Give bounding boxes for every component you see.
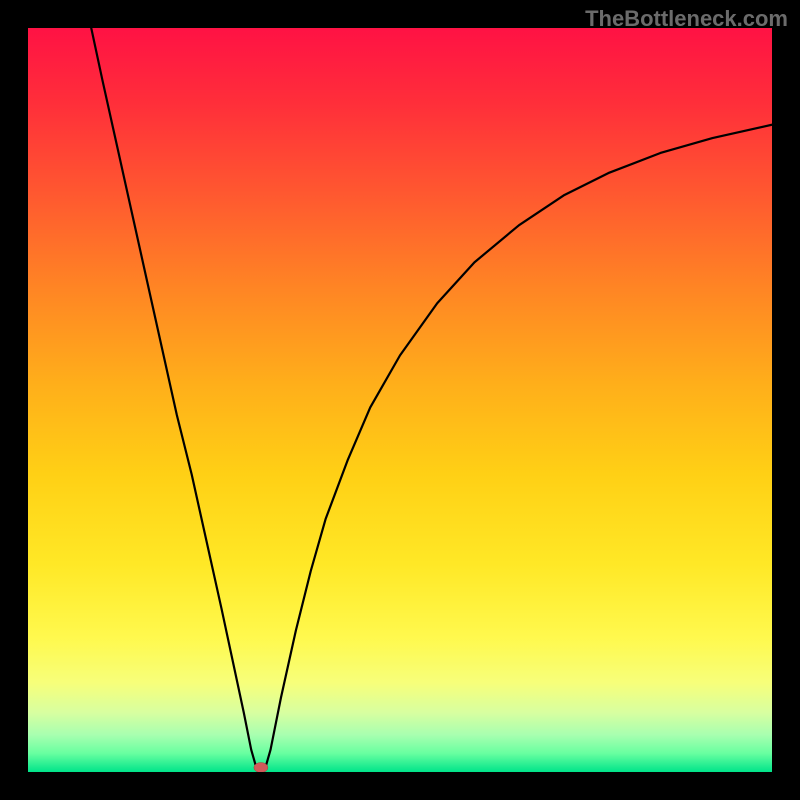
watermark-text: TheBottleneck.com bbox=[585, 6, 788, 32]
bottleneck-chart bbox=[0, 0, 800, 800]
optimal-point-marker bbox=[254, 763, 268, 773]
plot-background-gradient bbox=[28, 28, 772, 772]
chart-container: TheBottleneck.com bbox=[0, 0, 800, 800]
